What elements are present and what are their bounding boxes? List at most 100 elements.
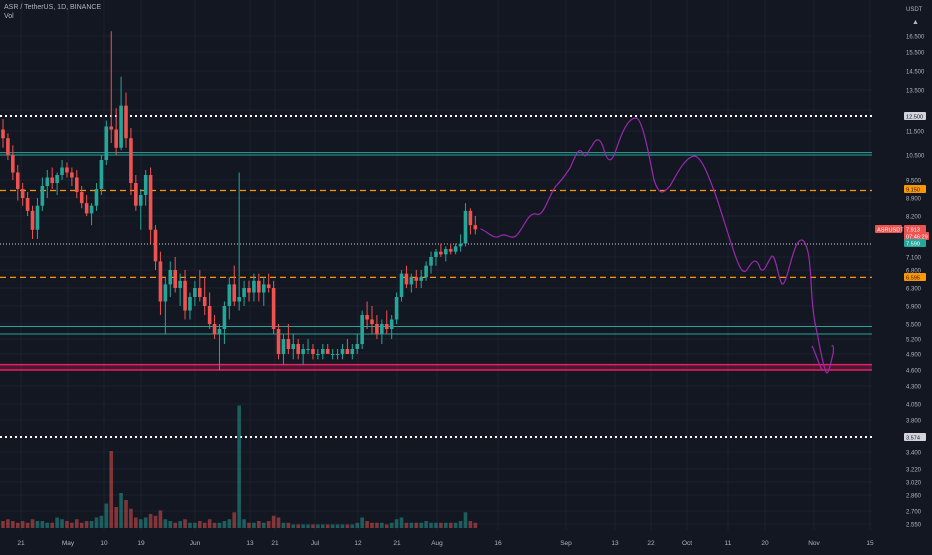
- volume-label[interactable]: Vol: [4, 13, 14, 20]
- candle-body-45: [222, 306, 227, 329]
- candle-body-56: [276, 329, 281, 354]
- candle-body-77: [380, 324, 384, 334]
- candle-body-57: [281, 339, 286, 354]
- candle-body-18: [89, 205, 94, 214]
- candle-body-42: [207, 306, 212, 324]
- volume-bar-84: [414, 522, 419, 528]
- candle-body-95: [468, 210, 473, 226]
- price-tag-bg-2: [875, 225, 902, 233]
- candle-body-28: [138, 195, 143, 206]
- price-tag-dashed-1: 9.150: [906, 187, 920, 193]
- volume-bar-79: [389, 522, 394, 528]
- volume-bar-12: [60, 519, 64, 528]
- y-tick-21: 3.800: [906, 419, 922, 425]
- volume-bar-27: [134, 517, 138, 528]
- volume-bar-81: [399, 517, 404, 528]
- candle-body-2: [11, 155, 15, 173]
- volume-bar-28: [138, 519, 143, 528]
- y-tick-2: 14.500: [906, 70, 925, 76]
- candle-body-88: [434, 251, 438, 257]
- candles: [1, 31, 478, 370]
- candle-body-29: [143, 175, 148, 195]
- volume-bar-44: [217, 522, 222, 528]
- volume-bar-70: [345, 524, 350, 528]
- candle-body-0: [1, 129, 5, 139]
- candle-body-54: [266, 284, 271, 288]
- symbol-title[interactable]: ASR / TetherUS, 1D, BINANCE: [4, 4, 102, 11]
- volume-bar-1: [6, 519, 10, 528]
- volume-bars: [1, 405, 478, 528]
- volume-bar-24: [119, 493, 123, 528]
- time-axis[interactable]: 21 May 10 19 Jun 13 21 Jul 12 21 Aug 16 Sep 13 22 Oct 11…: [17, 540, 874, 547]
- volume-bar-52: [257, 521, 261, 528]
- x-label-16: 11: [725, 540, 732, 547]
- y-tick-18: 4.600: [906, 369, 922, 375]
- candle-body-53: [261, 284, 266, 293]
- candle-body-86: [424, 265, 428, 278]
- volume-bar-86: [424, 521, 428, 528]
- y-tick-6: 10.500: [906, 154, 925, 160]
- x-label-4: Jun: [190, 540, 201, 547]
- volume-bar-77: [380, 522, 384, 528]
- candle-body-84: [414, 277, 419, 281]
- volume-bar-4: [20, 521, 25, 528]
- forecast-drawing: [480, 117, 835, 374]
- volume-bar-23: [114, 507, 118, 528]
- candle-body-52: [257, 280, 261, 293]
- volume-bar-93: [458, 521, 463, 528]
- candle-body-89: [439, 251, 443, 255]
- volume-bar-72: [355, 522, 360, 528]
- candle-body-90: [444, 249, 448, 255]
- candle-body-43: [212, 324, 217, 334]
- y-tick-19: 4.300: [906, 385, 922, 391]
- price-tag-bg-5: [904, 239, 926, 247]
- candle-body-78: [384, 324, 389, 329]
- volume-bar-75: [370, 522, 374, 528]
- volume-bar-31: [153, 515, 158, 528]
- candle-body-80: [394, 297, 399, 320]
- volume-bar-45: [222, 521, 227, 528]
- price-tag-dotted-0: 12.500: [906, 114, 923, 120]
- volume-bar-89: [439, 522, 443, 528]
- volume-bar-80: [394, 519, 399, 528]
- volume-bar-9: [45, 522, 50, 528]
- price-axis[interactable]: 16.500 15.500 14.500 13.500 11.500 10.500 9.50…: [906, 7, 925, 529]
- volume-bar-92: [453, 522, 458, 528]
- y-tick-28: 2.550: [906, 523, 922, 529]
- candle-body-63: [311, 349, 315, 354]
- y-tick-23: 3.400: [906, 451, 922, 457]
- candle-body-76: [375, 324, 379, 334]
- volume-bar-30: [148, 514, 153, 528]
- volume-bar-14: [70, 522, 74, 528]
- candle-body-41: [202, 297, 207, 306]
- y-tick-8: 8.900: [906, 197, 922, 203]
- volume-bar-11: [55, 517, 59, 528]
- volume-bar-26: [129, 508, 133, 528]
- pink-zone: [0, 364, 872, 370]
- candle-body-32: [158, 261, 163, 302]
- volume-bar-59: [291, 524, 296, 528]
- y-tick-7: 9.500: [906, 179, 922, 185]
- candle-body-15: [75, 177, 79, 192]
- volume-bar-34: [168, 521, 173, 528]
- candle-body-81: [399, 273, 404, 297]
- y-tick-5: 11.500: [906, 130, 925, 136]
- candle-body-72: [355, 344, 360, 349]
- candle-body-66: [325, 349, 330, 354]
- volume-bar-69: [340, 524, 345, 528]
- y-tick-14: 5.900: [906, 305, 922, 311]
- y-axis-unit: USDT: [906, 7, 923, 13]
- volume-bar-62: [306, 524, 310, 528]
- volume-bar-73: [360, 517, 364, 528]
- candle-body-21: [104, 126, 109, 160]
- candle-body-20: [99, 160, 104, 189]
- price-tag-bg-4: [904, 232, 929, 240]
- volume-bar-58: [286, 522, 291, 528]
- candle-body-4: [20, 189, 25, 198]
- x-label-17: 20: [761, 540, 769, 547]
- x-label-18: Nov: [808, 540, 820, 547]
- volume-bar-2: [11, 521, 15, 528]
